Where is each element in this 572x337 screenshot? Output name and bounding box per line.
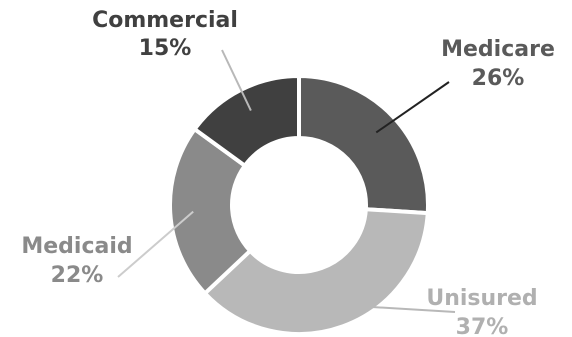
leaders-layer [117,49,456,313]
slices-layer [168,73,430,336]
value-label-commercial: 15% [139,36,192,61]
slice-medicaid [168,126,253,297]
label-medicaid: Medicaid [21,234,132,259]
value-label-medicare: 26% [472,66,525,91]
label-unisured: Unisured [426,286,537,311]
slice-medicare [297,73,430,216]
leader-line-medicaid [117,210,194,278]
label-medicare: Medicare [441,37,555,62]
value-label-medicaid: 22% [51,263,104,288]
slice-unisured [202,207,430,336]
leader-line-commercial [221,49,252,111]
label-commercial: Commercial [92,8,238,33]
value-label-unisured: 37% [456,315,509,337]
slice-commercial [191,73,301,169]
labels-layer: Medicare 26% Unisured 37% Medicaid 22% Commerc… [21,8,555,337]
leader-line-medicare [375,81,450,134]
leader-line-unisured [334,303,456,313]
